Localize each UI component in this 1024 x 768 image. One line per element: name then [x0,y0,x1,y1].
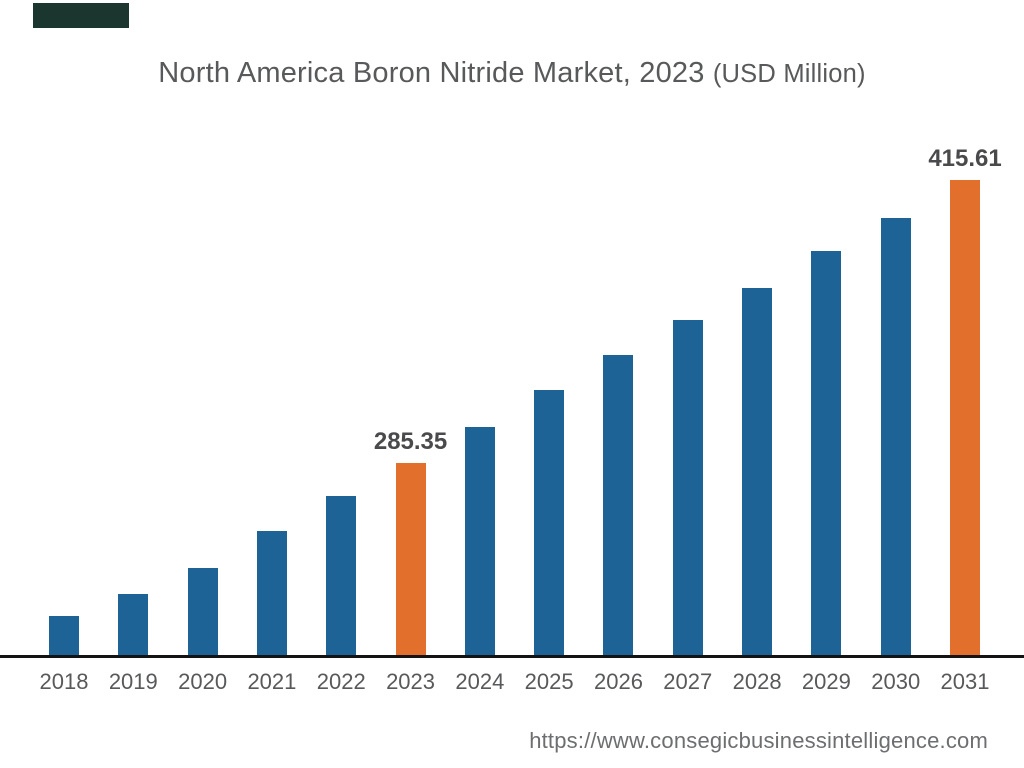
source-url: https://www.consegicbusinessintelligence… [529,728,988,753]
bar-2018 [49,616,79,657]
axis-tick-2030: 2030 [871,669,921,694]
bar-2021 [256,531,287,657]
bar-2030 [880,218,911,657]
bar-2024 [464,427,495,657]
axis-tick-2028: 2028 [732,669,782,694]
axis-tick-2023: 2023 [386,669,436,694]
bar-2029 [811,251,842,657]
x-axis-line [0,655,1024,658]
bar-2020 [187,568,218,657]
bar-2031 [950,180,981,657]
chart-title-unit: (USD Million) [712,60,866,88]
axis-tick-2026: 2026 [593,669,643,694]
axis-tick-2027: 2027 [663,669,713,694]
bar-2026 [603,355,634,657]
axis-tick-2019: 2019 [108,669,158,694]
value-label-2023: 285.35 [373,428,448,455]
axis-tick-2031: 2031 [940,669,990,694]
bar-2019 [118,594,149,657]
axis-tick-2020: 2020 [178,669,228,694]
bar-2025 [534,390,565,657]
chart-title: North America Boron Nitride Market, 2023… [0,57,1024,90]
axis-tick-2025: 2025 [524,669,574,694]
value-label-2031: 415.61 [928,145,1002,172]
bar-2022 [326,496,357,657]
bar-2028 [742,288,773,657]
axis-tick-2022: 2022 [316,669,366,694]
bar-2023 [395,463,426,657]
axis-tick-2029: 2029 [801,669,851,694]
axis-tick-2021: 2021 [247,669,297,694]
corner-banner [33,3,129,28]
chart-title-main: North America Boron Nitride Market, 2023 [158,57,705,89]
bar-2027 [672,320,703,657]
axis-tick-2024: 2024 [455,669,505,694]
axis-tick-2018: 2018 [39,669,89,694]
